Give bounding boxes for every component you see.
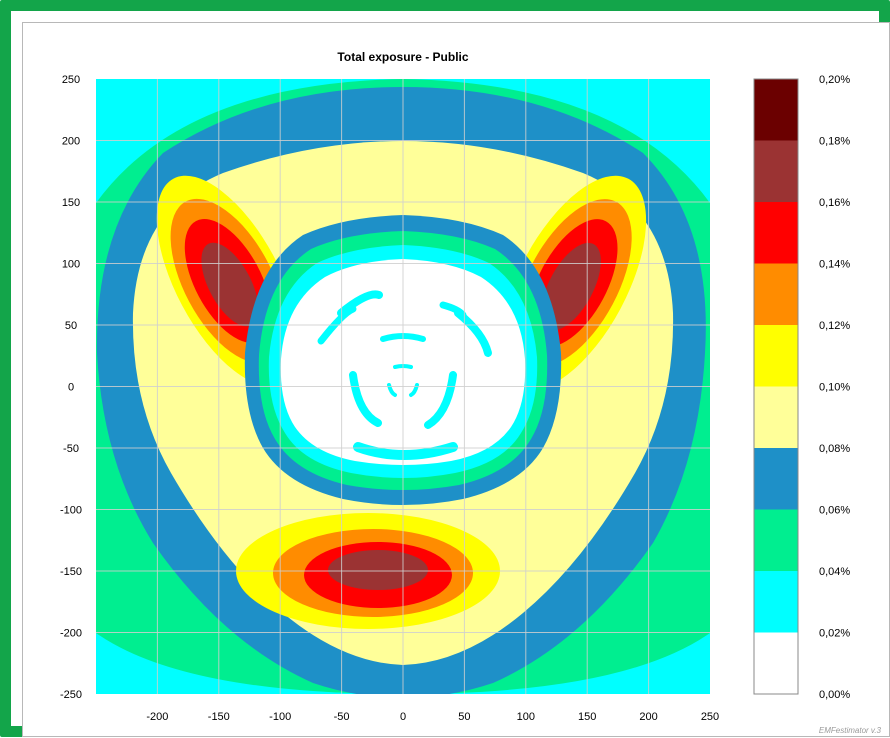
x-tick-label: 150	[578, 711, 596, 723]
lobe-b-0-16	[328, 550, 428, 590]
exposure-heatmap-chart: Total exposure - Public	[60, 50, 882, 735]
colorbar-outline	[753, 78, 799, 695]
chart-panel: Total exposure - Public	[22, 22, 890, 737]
colorbar-swatch	[754, 140, 798, 202]
colorbar-swatch	[754, 79, 798, 141]
x-tick-label: 100	[517, 711, 535, 723]
y-tick-label: 100	[62, 259, 80, 271]
colorbar-tick-label: 0,06%	[819, 505, 850, 517]
colorbar-swatch	[754, 386, 798, 448]
y-tick-label: 0	[68, 382, 74, 394]
colorbar-tick-label: 0,08%	[819, 443, 850, 455]
x-tick-label: -150	[208, 711, 230, 723]
y-tick-label: -150	[60, 566, 82, 578]
x-tick-label: 0	[400, 711, 406, 723]
arc-e	[424, 371, 457, 429]
x-tick-label: -200	[146, 711, 168, 723]
x-tick-label: -100	[269, 711, 291, 723]
colorbar-tick-label: 0,02%	[819, 628, 850, 640]
colorbar-tick-label: 0,16%	[819, 197, 850, 209]
grid	[96, 79, 710, 694]
y-tick-label: -50	[63, 443, 79, 455]
colorbar-tick-label: 0,12%	[819, 320, 850, 332]
y-axis-ticks: 250 200 150 100 50 0 -50 -100 -150 -200 -250	[60, 74, 82, 701]
lobe-tr-0-16	[541, 242, 601, 331]
arc-nw-2	[317, 305, 357, 345]
y-tick-label: 150	[62, 197, 80, 209]
colorbar-tick-label: 0,10%	[819, 382, 850, 394]
y-tick-label: -200	[60, 628, 82, 640]
arc-s	[353, 442, 458, 460]
colorbar-tick-label: 0,20%	[819, 74, 850, 86]
y-tick-label: 250	[62, 74, 80, 86]
y-tick-label: -100	[60, 505, 82, 517]
y-tick-label: -250	[60, 689, 82, 701]
colorbar-ticks: 0,20% 0,18% 0,16% 0,14% 0,12% 0,10% 0,08% 0,06%…	[819, 74, 850, 701]
colorbar-swatch	[754, 448, 798, 510]
colorbar	[753, 78, 799, 695]
watermark: EMFestimator v.3	[819, 726, 882, 735]
chart-title: Total exposure - Public	[337, 50, 468, 64]
x-tick-label: 250	[701, 711, 719, 723]
x-axis-ticks: -200 -150 -100 -50 0 50 100 150 200 250	[146, 711, 719, 723]
y-tick-label: 200	[62, 136, 80, 148]
colorbar-tick-label: 0,04%	[819, 566, 850, 578]
arc-ne-2	[439, 301, 467, 319]
colorbar-swatch	[754, 632, 798, 694]
colorbar-swatch	[754, 509, 798, 571]
colorbar-tick-label: 0,14%	[819, 259, 850, 271]
colorbar-swatch	[754, 571, 798, 633]
colorbar-swatch	[754, 202, 798, 264]
y-tick-label: 50	[65, 320, 77, 332]
colorbar-swatch	[754, 325, 798, 387]
arc-w	[349, 371, 382, 427]
colorbar-tick-label: 0,00%	[819, 689, 850, 701]
x-tick-label: -50	[334, 711, 350, 723]
colorbar-swatch	[754, 263, 798, 325]
x-tick-label: 50	[458, 711, 470, 723]
x-tick-label: 200	[639, 711, 657, 723]
colorbar-tick-label: 0,18%	[819, 136, 850, 148]
